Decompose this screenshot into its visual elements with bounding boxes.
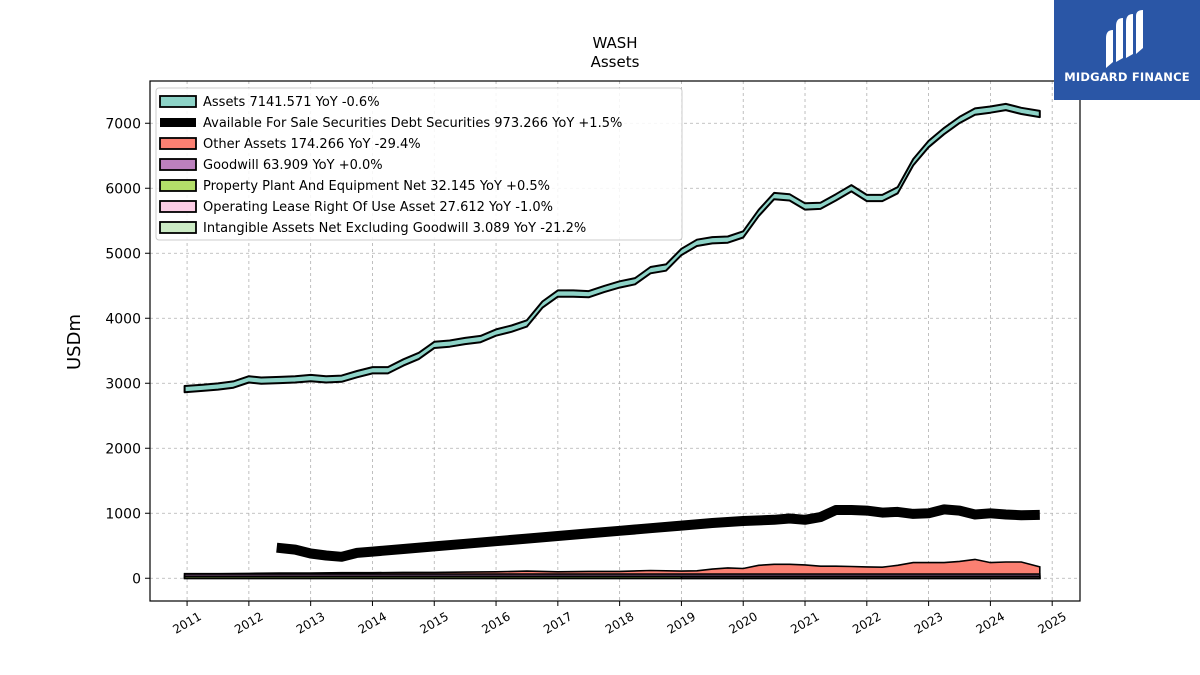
x-tick-label: 2015 <box>418 609 451 636</box>
x-tick-label: 2025 <box>1035 609 1068 636</box>
x-tick-label: 2022 <box>850 609 883 636</box>
legend-label-property-plant-and-equipment-net: Property Plant And Equipment Net 32.145 … <box>203 179 550 194</box>
series-line-available-for-sale-securities-debt-securities <box>276 504 1040 562</box>
brand-name: MIDGARD FINANCE <box>1064 70 1190 84</box>
y-tick-label: 4000 <box>105 311 141 327</box>
brand-logo: MIDGARD FINANCE <box>1054 0 1200 100</box>
legend-label-available-for-sale-securities-debt-securities: Available For Sale Securities Debt Secur… <box>203 116 622 131</box>
x-tick-label: 2014 <box>356 609 389 636</box>
x-tick-label: 2017 <box>541 609 574 636</box>
legend-swatch-goodwill <box>159 158 197 171</box>
y-tick-label: 5000 <box>105 246 141 262</box>
x-tick-label: 2013 <box>294 609 327 636</box>
legend-swatch-other-assets <box>159 137 197 150</box>
y-tick-label: 6000 <box>105 181 141 197</box>
legend-box <box>155 87 683 241</box>
x-tick-label: 2012 <box>232 609 265 636</box>
y-tick-label: 0 <box>132 571 141 587</box>
x-tick-label: 2020 <box>726 609 759 636</box>
legend-label-assets: Assets 7141.571 YoY -0.6% <box>203 95 380 110</box>
legend-label-other-assets: Other Assets 174.266 YoY -29.4% <box>203 137 421 152</box>
y-axis-label: USDm <box>64 314 85 370</box>
legend-swatch-available-for-sale-securities-debt-securities <box>160 118 196 127</box>
y-tick-label: 7000 <box>105 116 141 132</box>
x-tick-label: 2016 <box>479 609 512 636</box>
legend-swatch-assets <box>159 95 197 108</box>
x-tick-label: 2023 <box>912 609 945 636</box>
legend-label-operating-lease-right-of-use-asset: Operating Lease Right Of Use Asset 27.61… <box>203 200 553 215</box>
legend-label-goodwill: Goodwill 63.909 YoY +0.0% <box>203 158 383 173</box>
x-tick-label: 2024 <box>974 609 1007 636</box>
x-tick-label: 2018 <box>603 609 636 636</box>
plot-frame <box>149 80 1081 602</box>
legend-swatch-property-plant-and-equipment-net <box>159 179 197 192</box>
legend: Assets 7141.571 YoY -0.6% Available For S… <box>155 87 683 241</box>
legend-swatch-operating-lease-right-of-use-asset <box>159 200 197 213</box>
y-tick-label: 3000 <box>105 376 141 392</box>
series-layer <box>183 102 1041 580</box>
chart-title: WASH <box>592 34 637 52</box>
legend-label-intangible-assets-net-excluding-goodwill: Intangible Assets Net Excluding Goodwill… <box>203 221 586 236</box>
chart-subtitle: Assets <box>591 53 640 71</box>
y-tick-label: 2000 <box>105 441 141 457</box>
legend-swatch-intangible-assets-net-excluding-goodwill <box>159 221 197 234</box>
y-tick-label: 1000 <box>105 506 141 522</box>
brand-mark-icon <box>1106 10 1143 68</box>
series-band-assets <box>183 102 1041 394</box>
x-tick-label: 2021 <box>788 609 821 636</box>
x-tick-label: 2011 <box>170 609 203 636</box>
x-tick-label: 2019 <box>665 609 698 636</box>
